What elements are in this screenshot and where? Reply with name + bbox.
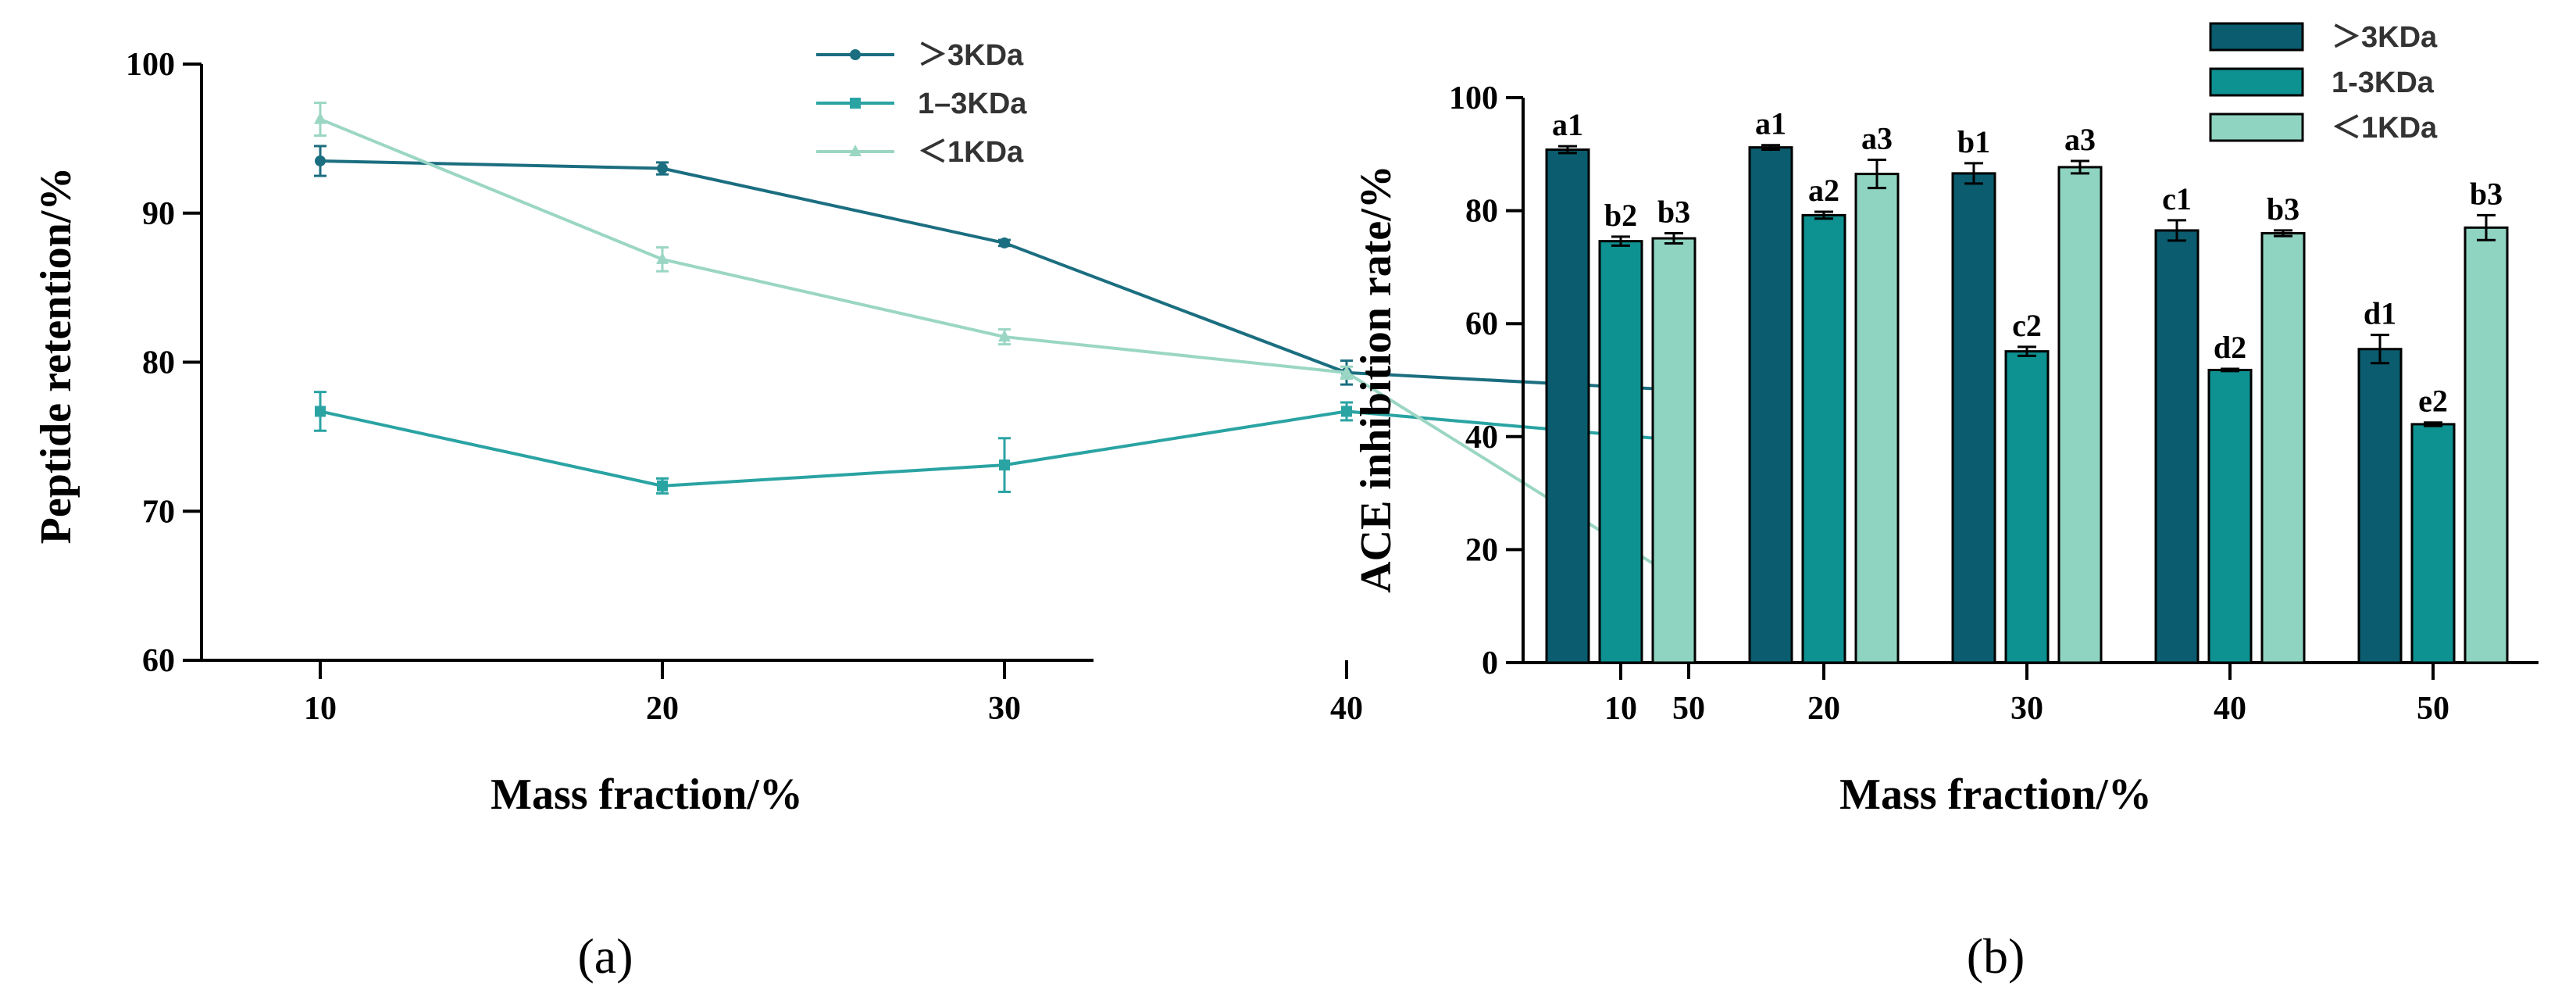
- y-tick-label: 100: [1449, 80, 1498, 116]
- y-tick-label: 70: [142, 494, 175, 530]
- significance-label: d1: [2364, 296, 2396, 331]
- legend-label: ＞3KDa: [2332, 21, 2438, 54]
- significance-label: b3: [2267, 191, 2299, 227]
- legend-label: ＜1KDa: [918, 136, 1024, 169]
- legend-label: 1-3KDa: [2332, 66, 2435, 99]
- bar: [2464, 226, 2509, 664]
- data-point: [1341, 406, 1352, 417]
- bar-chart-panel: ACE inhibition rate/% Mass fraction/% (b…: [1352, 21, 2539, 984]
- x-tick-label: 30: [988, 691, 1021, 727]
- series-line: [319, 117, 1690, 588]
- bar: [2410, 423, 2456, 664]
- x-tick-label: 50: [2417, 691, 2449, 727]
- y-axis-title: ACE inhibition rate/%: [1352, 165, 1400, 593]
- panel-label: (a): [577, 928, 633, 984]
- x-tick-label: 10: [1604, 691, 1637, 727]
- y-tick-label: 60: [1465, 306, 1498, 342]
- data-point: [314, 112, 326, 124]
- series-3: b3 a3 a3 b3 b3: [1651, 121, 2509, 664]
- bar: [2004, 350, 2050, 664]
- legend-label: ＞3KDa: [918, 39, 1024, 72]
- significance-label: d2: [2214, 330, 2246, 365]
- data-point: [656, 252, 669, 264]
- bar: [1801, 213, 1846, 664]
- series-1: a1 a1 b1 c1 d1: [1545, 106, 2403, 664]
- bar: [1748, 146, 1793, 664]
- data-point: [315, 406, 326, 417]
- legend-label: ＜1KDa: [2332, 112, 2438, 145]
- bar: [1545, 148, 1590, 664]
- significance-label: b1: [1957, 124, 1990, 159]
- x-axis-title: Mass fraction/%: [1839, 770, 2152, 819]
- x-tick-label: 20: [646, 691, 679, 727]
- significance-label: b3: [1657, 195, 1690, 230]
- y-tick-label: 0: [1482, 645, 1498, 681]
- data-point: [998, 330, 1011, 342]
- significance-label: b2: [1604, 198, 1637, 233]
- data-point: [999, 237, 1010, 248]
- legend-swatch: [2209, 67, 2304, 97]
- significance-label: b3: [2470, 176, 2503, 211]
- significance-label: c1: [2162, 181, 2192, 216]
- significance-label: a3: [2064, 122, 2096, 157]
- significance-label: e2: [2418, 384, 2448, 419]
- significance-label: a1: [1552, 107, 1583, 142]
- data-point: [850, 49, 861, 60]
- bar: [2154, 229, 2200, 664]
- x-tick-label: 30: [2010, 691, 2043, 727]
- series-3: [314, 102, 1695, 601]
- data-point: [657, 480, 668, 491]
- legend-label: 1–3KDa: [918, 88, 1027, 120]
- x-axis-title: Mass fraction/%: [491, 770, 803, 819]
- significance-label: a1: [1755, 106, 1786, 141]
- data-point: [849, 145, 862, 156]
- y-tick-label: 90: [142, 196, 175, 232]
- bar: [1854, 173, 1900, 664]
- x-tick-label: 40: [1330, 691, 1363, 727]
- y-tick-label: 100: [126, 47, 175, 83]
- significance-label: a3: [1861, 121, 1893, 156]
- x-tick-label: 20: [1807, 691, 1840, 727]
- y-tick-label: 60: [142, 643, 175, 679]
- data-point: [657, 163, 668, 174]
- y-axis-title: Peptide retention/%: [32, 167, 80, 545]
- series-2: b2 a2 c2 d2 e2: [1598, 173, 2456, 664]
- y-tick-label: 80: [142, 345, 175, 381]
- data-point: [999, 459, 1010, 471]
- y-tick-label: 40: [1465, 420, 1498, 456]
- line-chart-panel: Peptide retention/% Mass fraction/% (a) …: [32, 39, 1705, 984]
- bar: [2260, 232, 2306, 664]
- y-tick-label: 20: [1465, 532, 1498, 568]
- y-tick-label: 80: [1465, 194, 1498, 230]
- x-tick-label: 50: [1672, 691, 1705, 727]
- bar: [2357, 348, 2403, 664]
- data-point: [1340, 365, 1353, 377]
- panel-label: (b): [1967, 928, 2025, 984]
- legend: ＞3KDa 1–3KDa ＜1KDa: [816, 39, 1027, 169]
- bar: [1598, 240, 1643, 664]
- bar: [1651, 237, 1697, 664]
- legend: ＞3KDa 1-3KDa ＜1KDa: [2209, 21, 2438, 145]
- bar: [1951, 172, 1996, 664]
- x-tick-label: 10: [304, 691, 337, 727]
- data-point: [315, 155, 326, 166]
- data-point: [850, 98, 861, 109]
- series-1: [314, 145, 1695, 396]
- significance-label: a2: [1808, 173, 1839, 208]
- bar: [2057, 166, 2103, 664]
- legend-swatch: [2209, 22, 2304, 52]
- bar: [2207, 368, 2253, 664]
- legend-swatch: [2209, 113, 2304, 142]
- x-tick-label: 40: [2214, 691, 2246, 727]
- significance-label: c2: [2012, 308, 2042, 343]
